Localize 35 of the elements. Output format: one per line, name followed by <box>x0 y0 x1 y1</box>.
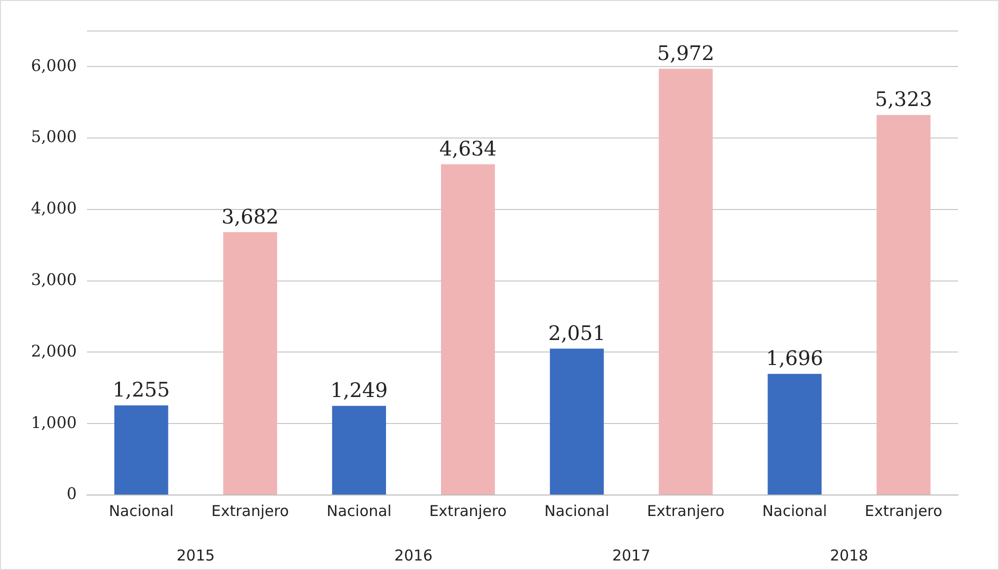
y-tick-label: 4,000 <box>30 198 77 218</box>
bar <box>876 115 931 494</box>
bar <box>441 164 495 494</box>
y-tick-label: 2,000 <box>30 341 77 360</box>
data-label: 4,634 <box>439 136 497 160</box>
x-tick-label: Nacional <box>762 502 828 520</box>
data-label: 5,972 <box>657 40 714 65</box>
x-tick-label: Nacional <box>108 502 174 520</box>
text: 2018 <box>830 546 868 564</box>
bar <box>658 68 713 494</box>
x-tick-label: Extranjero <box>429 502 507 520</box>
x-tick-label: Extranjero <box>646 502 725 520</box>
bar <box>223 232 278 494</box>
x-tick-label: Nacional <box>544 502 610 520</box>
bar <box>332 406 386 494</box>
text: 2016 <box>394 546 433 564</box>
data-label: 2,051 <box>548 320 606 345</box>
y-tick-label: 1,000 <box>30 412 77 432</box>
y-tick-label: 5,000 <box>30 127 77 146</box>
data-label: 5,323 <box>874 87 932 112</box>
bar <box>114 405 168 494</box>
data-label: 3,682 <box>222 204 279 228</box>
data-label: 1,696 <box>766 346 824 370</box>
text: 2017 <box>612 546 650 564</box>
bar <box>550 348 604 494</box>
x-tick-label: Extranjero <box>211 502 289 520</box>
text: 2015 <box>176 546 215 564</box>
x-tick-label: Extranjero <box>864 502 942 520</box>
data-label: 1,249 <box>330 378 388 402</box>
y-tick-label: 3,000 <box>30 270 77 289</box>
bar <box>768 374 822 494</box>
x-tick-label: Nacional <box>326 502 392 520</box>
data-label: 1,255 <box>112 378 170 402</box>
y-tick-label: 0 <box>66 484 77 504</box>
y-tick-label: 6,000 <box>30 56 77 75</box>
